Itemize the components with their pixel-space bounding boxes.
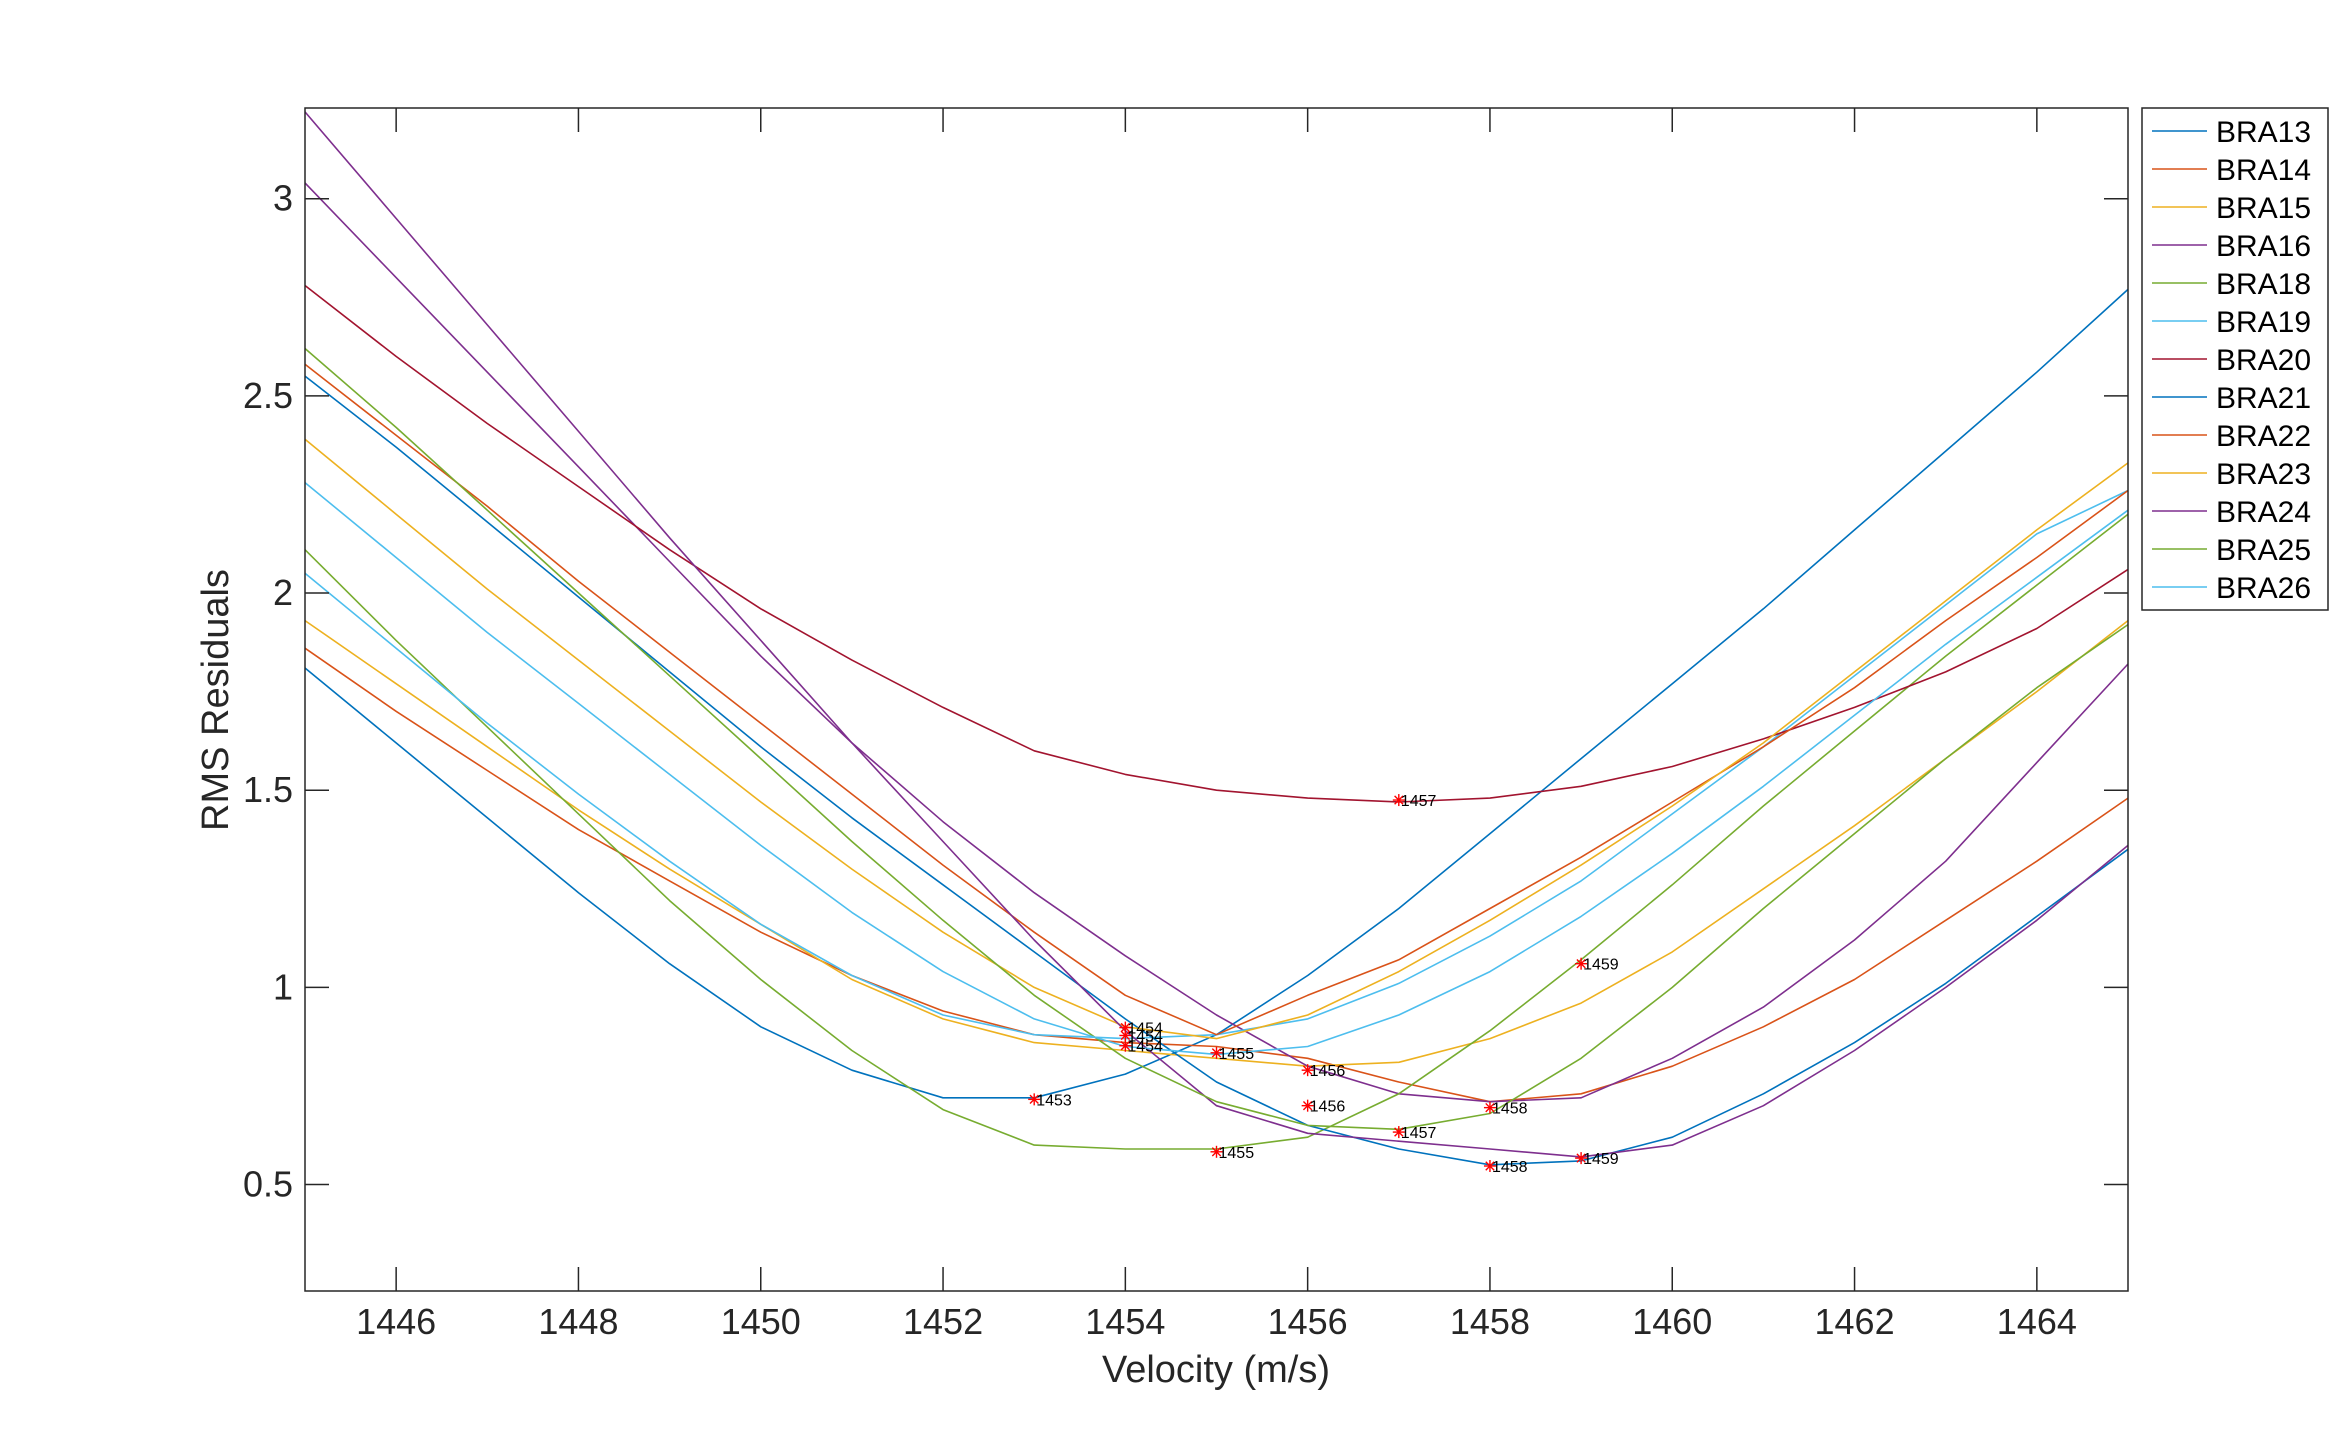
legend-label: BRA16 [2216, 230, 2311, 263]
minimum-marker [1119, 1029, 1132, 1042]
x-tick-label: 1458 [1450, 1301, 1530, 1342]
minimum-label: 1453 [1036, 1092, 1072, 1109]
y-tick-label: 3 [273, 178, 293, 219]
minimum-marker [1210, 1145, 1223, 1158]
legend-item-bra26: BRA26 [2152, 572, 2311, 605]
series-line-bra14 [304, 647, 2129, 1103]
legend-item-bra22: BRA22 [2152, 420, 2311, 453]
legend-label: BRA25 [2216, 534, 2311, 567]
legend-item-bra18: BRA18 [2152, 268, 2311, 301]
minimum-label: 1458 [1492, 1101, 1528, 1118]
minimum-marker [1483, 1101, 1496, 1114]
legend-label: BRA24 [2216, 496, 2311, 529]
x-tick-label: 1454 [1085, 1301, 1165, 1342]
minimum-marker [1575, 957, 1588, 970]
minimum-marker [1119, 1039, 1132, 1052]
minimum-marker [1392, 1126, 1405, 1139]
legend-item-bra25: BRA25 [2152, 534, 2311, 567]
x-tick-label: 1450 [721, 1301, 801, 1342]
minimum-marker [1575, 1152, 1588, 1165]
x-tick-label: 1446 [356, 1301, 436, 1342]
y-tick-label: 2 [273, 572, 293, 613]
minimum-label: 1459 [1583, 957, 1619, 974]
legend-item-bra23: BRA23 [2152, 458, 2311, 491]
legend-item-bra20: BRA20 [2152, 344, 2311, 377]
series-line-bra16 [304, 182, 2129, 1103]
legend-label: BRA14 [2216, 154, 2311, 187]
legend-label: BRA13 [2216, 116, 2311, 149]
y-tick-label: 2.5 [243, 375, 293, 416]
minimum-label: 1456 [1310, 1063, 1346, 1080]
minimum-label: 1455 [1219, 1145, 1255, 1162]
minimum-marker [1301, 1099, 1314, 1112]
legend-item-bra13: BRA13 [2152, 116, 2311, 149]
legend-label: BRA22 [2216, 420, 2311, 453]
y-axis-label: RMS Residuals [195, 569, 237, 831]
plot-background [305, 108, 2128, 1291]
minimum-marker [1483, 1159, 1496, 1172]
x-tick-label: 1460 [1632, 1301, 1712, 1342]
series-line-bra20 [304, 284, 2129, 803]
y-tick-label: 1 [273, 966, 293, 1007]
minimum-marker [1392, 794, 1405, 807]
minimum-label: 1454 [1127, 1039, 1163, 1056]
y-axis-ticks: 0.5 1 1.5 2 2.5 3 [243, 178, 2128, 1205]
series-line-bra21 [304, 375, 2129, 1166]
minimum-marker [1301, 1064, 1314, 1077]
y-tick-label: 0.5 [243, 1164, 293, 1205]
x-tick-label: 1456 [1268, 1301, 1348, 1342]
x-axis-ticks: 1446 1448 1450 1452 1454 1456 1458 1460 1462 1464 [356, 108, 2077, 1342]
minimum-label: 1454 [1127, 1028, 1163, 1045]
minimum-label: 1458 [1492, 1159, 1528, 1176]
legend-label: BRA18 [2216, 268, 2311, 301]
x-tick-label: 1464 [1997, 1301, 2077, 1342]
minimum-label: 1459 [1583, 1151, 1619, 1168]
minimum-label: 1454 [1127, 1021, 1163, 1038]
minimum-marker [1210, 1046, 1223, 1059]
y-tick-label: 1.5 [243, 769, 293, 810]
legend-label: BRA21 [2216, 382, 2311, 415]
legend-item-bra14: BRA14 [2152, 154, 2311, 187]
legend-item-bra21: BRA21 [2152, 382, 2311, 415]
legend-item-bra15: BRA15 [2152, 192, 2311, 225]
minimum-label: 1457 [1401, 793, 1437, 810]
legend-label: BRA15 [2216, 192, 2311, 225]
series-line-bra22 [304, 363, 2129, 1036]
series-line-bra23 [304, 438, 2129, 1040]
legend-label: BRA19 [2216, 306, 2311, 339]
x-axis-label: Velocity (m/s) [1102, 1349, 1330, 1391]
plot-frame [304, 107, 2129, 1292]
legend-item-bra24: BRA24 [2152, 496, 2311, 529]
legend-label: BRA26 [2216, 572, 2311, 605]
minimum-label: 1455 [1219, 1046, 1255, 1063]
minimum-marker [1028, 1093, 1041, 1106]
series-line-bra25 [304, 347, 2129, 1131]
minimum-label: 1456 [1310, 1099, 1346, 1116]
legend-item-bra16: BRA16 [2152, 230, 2311, 263]
legend-items: BRA13 BRA14 BRA15 BRA16 BRA18 BRA19 BRA20 BRA21… [2152, 116, 2311, 605]
legend-label: BRA23 [2216, 458, 2311, 491]
legend: BRA13 BRA14 BRA15 BRA16 BRA18 BRA19 BRA20 BRA21… [2141, 107, 2329, 611]
x-tick-label: 1462 [1815, 1301, 1895, 1342]
series-line-bra24 [304, 111, 2129, 1158]
x-tick-label: 1448 [538, 1301, 618, 1342]
x-tick-label: 1452 [903, 1301, 983, 1342]
legend-label: BRA20 [2216, 344, 2311, 377]
minimum-label: 1457 [1401, 1125, 1437, 1142]
legend-item-bra19: BRA19 [2152, 306, 2311, 339]
